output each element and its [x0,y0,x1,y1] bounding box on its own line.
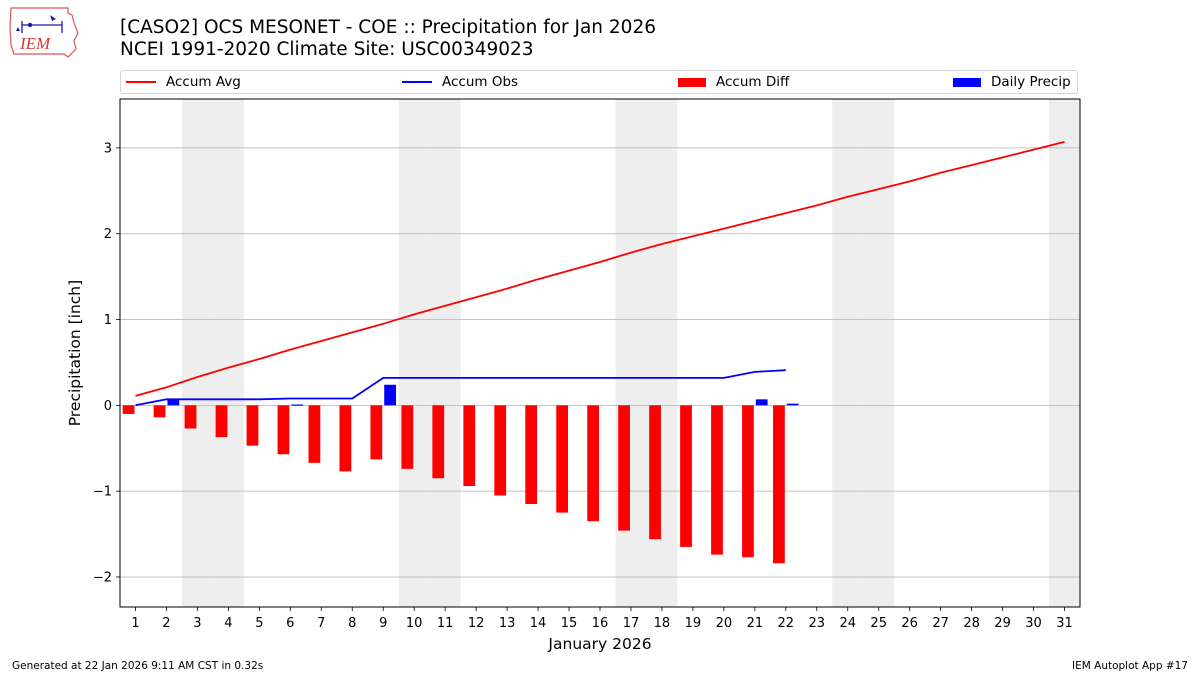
accum-diff-bar-13 [494,405,507,496]
legend-daily-precip: Daily Precip [953,71,1071,93]
x-tick-label: 23 [809,616,826,631]
footer-app-id: IEM Autoplot App #17 [1072,660,1188,672]
x-tick-label: 28 [963,616,980,631]
daily-precip-bar-6 [291,404,304,406]
accum-diff-bar-20 [711,405,723,555]
y-tick-label: −2 [93,570,112,585]
weekend-band-25 [863,99,895,607]
x-axis-label: January 2026 [547,635,651,653]
accum-diff-bar-5 [246,405,259,446]
plot-frame [119,98,1081,608]
daily-precip-bar-9 [384,384,396,406]
accum-diff-bar-16 [587,405,599,522]
x-tick-label: 24 [839,616,856,631]
legend-accum-diff-swatch [678,77,706,87]
daily-precip-bar-21 [755,399,768,406]
x-tick-label: 18 [654,616,671,631]
accum-diff-bar-21 [742,405,754,558]
weekend-band-3 [181,99,213,607]
legend-accum-avg-label: Accum Avg [166,74,241,90]
weekend-band-11 [429,99,461,607]
weekend-band-31 [1049,99,1080,607]
x-tick-label: 19 [685,616,702,631]
accum-diff-bar-12 [463,405,476,487]
y-tick-label: 1 [104,313,112,328]
y-tick-label: −1 [93,485,112,500]
x-tick-label: 20 [716,616,733,631]
accum-diff-bar-6 [277,405,290,455]
iem-logo: IEM [9,7,79,58]
accum-diff-bar-9 [370,405,383,460]
x-tick-label: 30 [1025,616,1042,631]
y-tick-label: 2 [104,227,112,242]
accum-avg-line [135,141,1065,397]
weekend-band-10 [398,99,430,607]
x-tick-label: 3 [193,616,201,631]
x-tick-label: 22 [778,616,795,631]
legend-daily-precip-swatch [953,77,981,87]
footer-generated: Generated at 22 Jan 2026 9:11 AM CST in … [12,660,264,672]
accum-diff-bar-15 [556,405,569,513]
x-tick-label: 12 [468,616,485,631]
legend-accum-avg-swatch [126,81,156,83]
accum-diff-bar-19 [680,405,692,547]
accum-diff-bar-4 [215,405,228,438]
y-axis-label: Precipitation [inch] [66,280,84,426]
x-tick-label: 2 [162,616,170,631]
x-tick-label: 21 [747,616,764,631]
x-tick-label: 10 [406,616,423,631]
y-tick-label: 0 [104,399,112,414]
x-tick-label: 29 [994,616,1011,631]
x-tick-label: 16 [592,616,609,631]
legend-accum-diff: Accum Diff [678,71,789,93]
accum-diff-bar-17 [618,405,630,531]
x-tick-label: 15 [561,616,578,631]
daily-precip-bar-2 [167,399,180,406]
x-tick-label: 17 [623,616,640,631]
x-tick-label: 26 [901,616,918,631]
accum-diff-bar-1 [122,405,135,414]
daily-precip-bar-22 [786,403,799,406]
legend-accum-obs-swatch [402,81,432,83]
accum-diff-bar-7 [308,405,321,463]
x-tick-label: 14 [530,616,547,631]
x-tick-label: 25 [870,616,887,631]
chart-title: [CASO2] OCS MESONET - COE :: Precipitati… [120,17,656,38]
x-tick-label: 8 [348,616,356,631]
accum-diff-bar-2 [153,405,166,418]
legend-accum-obs-label: Accum Obs [442,74,519,90]
accum-diff-bar-11 [432,405,445,479]
y-tick-label: 3 [104,141,112,156]
accum-diff-bar-10 [401,405,414,469]
x-tick-label: 1 [131,616,139,631]
legend-accum-avg: Accum Avg [126,71,241,93]
accum-diff-bar-14 [525,405,538,505]
accum-diff-bar-3 [184,405,197,429]
x-tick-label: 31 [1056,616,1073,631]
accum-diff-bar-22 [773,405,785,564]
x-tick-label: 11 [437,616,454,631]
legend-accum-diff-label: Accum Diff [716,74,790,90]
x-tick-label: 13 [499,616,516,631]
chart-subtitle: NCEI 1991-2020 Climate Site: USC00349023 [120,39,534,60]
weekend-band-4 [212,99,244,607]
x-tick-label: 9 [379,616,387,631]
x-tick-label: 7 [317,616,325,631]
legend-daily-precip-label: Daily Precip [991,74,1071,90]
x-tick-label: 4 [224,616,232,631]
weekend-band-17 [615,99,647,607]
legend-accum-obs: Accum Obs [402,71,518,93]
weekend-band-24 [832,99,864,607]
accum-diff-bar-8 [339,405,352,472]
accum-diff-bar-18 [649,405,661,540]
x-tick-label: 27 [932,616,949,631]
x-tick-label: 6 [286,616,294,631]
legend: Accum Avg Accum Obs Accum Diff Daily Pre… [120,70,1078,94]
iem-logo-text: IEM [19,34,51,53]
accum-obs-line [135,369,786,407]
x-tick-label: 5 [255,616,263,631]
